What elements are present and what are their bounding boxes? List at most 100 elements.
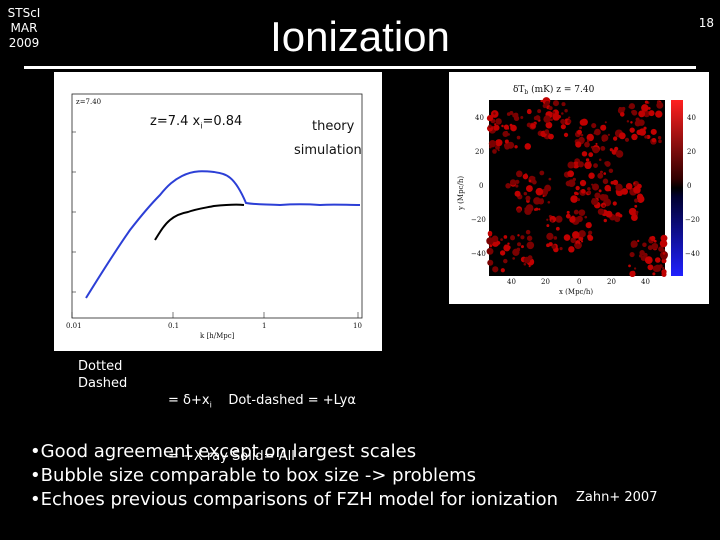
map-speckle [614,216,621,223]
map-speckle [512,113,517,118]
map-speckle [615,183,623,192]
map-speckle [646,134,651,139]
map-speckle [567,119,572,124]
map-speckle [550,219,554,223]
map-speckle [602,204,606,208]
map-speckle [533,176,536,179]
map-speckle [642,242,647,247]
map-speckle [630,214,638,221]
map-speckle [503,235,508,239]
map-speckle [528,179,532,183]
map-speckle [502,130,509,138]
map-speckle [552,109,559,116]
colorbar-tick: 40 [687,114,696,122]
map-speckle [516,208,522,213]
map-speckle [618,132,626,140]
map-speckle [513,249,520,255]
map-speckle [652,265,660,273]
map-speckle [588,230,593,235]
legend-col1: Dotted Dashed [78,358,127,392]
map-speckle [495,139,503,147]
map-speckle [489,145,492,149]
map-speckle [534,115,541,121]
map-speckle [520,235,525,240]
map-speckle [492,266,499,273]
map-speckle [635,210,639,214]
map-speckle [608,168,614,174]
legend-dotted: Dotted [78,359,123,374]
map-speckle [630,240,638,248]
caption-redshift-ionization: z=7.4 xi=0.84 [150,114,242,131]
map-speckle [488,124,492,128]
map-speckle [609,148,613,152]
map-speckle [612,179,619,186]
map-speckle [638,254,643,258]
map-speckle [526,241,535,250]
power-spectrum-svg: z=7.40 0.01 0.1 1 10 k [h/Mpc] [66,93,363,340]
bullet-item: •Echoes previous comparisons of FZH mode… [30,489,558,510]
caption-x: x [192,114,201,129]
map-speckle [587,235,594,241]
map-speckle [657,136,662,140]
map-speckle [631,110,638,116]
map-speckle [486,115,494,122]
map-speckle [542,194,545,198]
map-title-rest: (mK) z = 7.40 [528,84,594,95]
map-speckle [586,133,594,142]
map-speckle [540,99,543,103]
map-speckle [612,201,617,206]
map-speckle [526,235,533,241]
bullet-item: •Good agreement except on largest scales [30,441,417,462]
map-speckle [515,184,519,188]
map-speckle [499,250,506,256]
map-speckle [516,135,521,140]
colorbar-tick: −20 [685,216,700,224]
map-speckle [595,142,598,146]
map-speckle [628,207,637,216]
map-speckle [604,184,611,192]
map-speckle [577,129,582,135]
map-speckle [628,264,631,268]
power-spectrum-plot: z=7.40 0.01 0.1 1 10 k [h/Mpc] z=7.4 xi=… [54,72,382,351]
map-speckle [557,114,561,119]
map-speckle [597,208,605,215]
x-tick-label: 1 [262,322,266,330]
map-speckle [525,204,534,213]
map-speckle [602,178,609,185]
map-speckle [511,128,515,131]
map-speckle [563,132,569,138]
map-speckle [624,137,630,142]
map-speckle [580,133,584,137]
map-speckle [560,124,566,130]
map-speckle [643,252,648,258]
map-speckle [546,224,550,228]
map-speckle [658,246,664,252]
map-speckle [525,195,531,201]
map-speckle [570,195,578,203]
map-speckle [598,158,602,161]
map-speckle [641,104,649,112]
map-speckle [652,272,656,276]
map-speckle [520,115,524,119]
map-speckle [517,242,522,247]
map-speckle [601,134,609,142]
map-speckle [563,234,571,241]
map-speckle [633,186,641,194]
legend-col2: = δ+xi Dot-dashed = +Lyα = +X-ray Solid=… [168,358,356,482]
x-tick-label: 10 [353,322,362,330]
map-speckle [506,245,511,250]
map-speckle [538,208,541,211]
map-speckle [644,135,648,139]
map-speckle [548,106,553,111]
map-speckle [587,190,592,195]
map-speckle [496,241,501,245]
map-speckle [537,109,542,114]
map-speckle [545,121,553,129]
map-speckle [647,264,654,271]
map-y-tick: 40 [475,114,484,122]
simulation-label: simulation [294,143,362,158]
map-x-tick: 20 [541,278,550,286]
map-speckle [546,243,550,248]
map-speckle [524,143,532,150]
map-speckle [591,198,599,206]
